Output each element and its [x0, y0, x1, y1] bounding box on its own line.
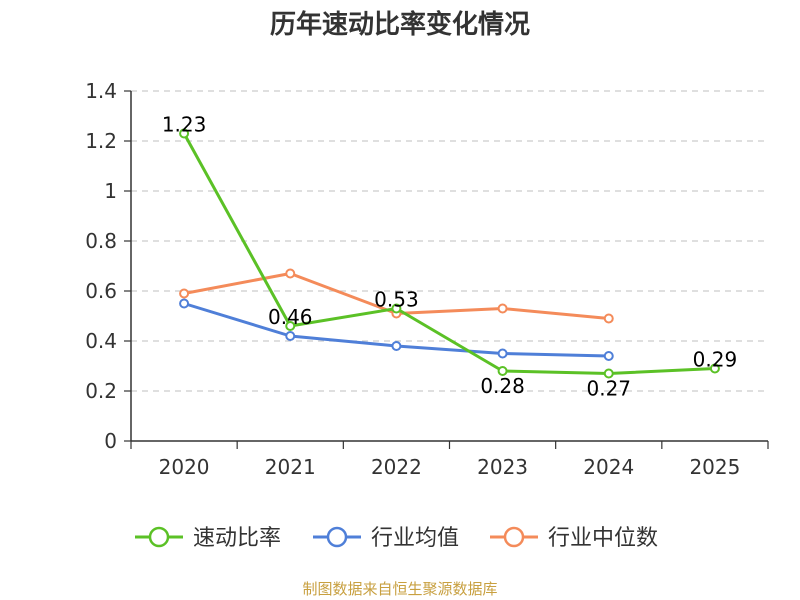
y-tick-label: 0.4 — [85, 329, 117, 353]
y-tick-label: 0 — [104, 429, 117, 453]
data-label: 1.23 — [162, 113, 207, 137]
data-point — [603, 313, 614, 324]
y-tick-label: 1.2 — [85, 129, 117, 153]
data-labels: 1.23 0.46 0.53 0.28 0.27 0.29 — [162, 113, 737, 401]
grid-lines — [131, 90, 768, 392]
data-point — [285, 268, 296, 279]
data-point — [179, 128, 190, 139]
x-tick-label: 2022 — [371, 455, 422, 479]
y-tick-label: 1.4 — [85, 79, 117, 103]
legend-label: 行业均值 — [371, 526, 459, 551]
legend-marker — [326, 526, 348, 548]
legend-label: 行业中位数 — [548, 526, 658, 551]
legend-marker — [148, 526, 170, 548]
x-tick-label: 2025 — [689, 455, 740, 479]
x-tick-label: 2023 — [477, 455, 528, 479]
data-label: 0.29 — [693, 348, 738, 372]
chart-title: 历年速动比率变化情况 — [269, 10, 530, 40]
data-point — [497, 366, 508, 376]
data-point — [497, 348, 508, 359]
data-point — [179, 298, 190, 309]
y-tick-label: 0.8 — [85, 229, 117, 253]
x-tick-label: 2021 — [265, 455, 316, 479]
axes: 0 0.2 0.4 0.6 0.8 1 1.2 1.4 2020 2021 2022 2023 2024… — [85, 79, 769, 479]
data-label: 0.27 — [586, 377, 631, 401]
series-line — [182, 132, 715, 375]
series-lines — [179, 128, 720, 379]
data-point — [285, 321, 296, 331]
legend: 速动比率 行业均值 行业中位数 — [135, 526, 658, 551]
x-tick-label: 2024 — [583, 455, 634, 479]
y-tick-label: 1 — [104, 179, 117, 203]
y-tick-label: 0.6 — [85, 279, 117, 303]
source-note: 制图数据来自恒生聚源数据库 — [302, 580, 498, 598]
data-point — [285, 331, 296, 341]
y-tick-label: 0.2 — [85, 379, 117, 403]
data-point — [709, 363, 720, 374]
data-label: 0.28 — [480, 374, 525, 398]
data-point — [179, 288, 190, 299]
data-point — [391, 303, 402, 314]
data-point — [497, 303, 508, 314]
data-label: 0.46 — [268, 305, 313, 329]
data-point — [603, 351, 614, 361]
x-tick-label: 2020 — [159, 455, 210, 479]
data-point — [391, 341, 402, 351]
data-label: 0.53 — [374, 288, 419, 312]
data-point — [603, 368, 614, 379]
legend-marker — [503, 526, 525, 548]
legend-label: 速动比率 — [193, 526, 281, 551]
